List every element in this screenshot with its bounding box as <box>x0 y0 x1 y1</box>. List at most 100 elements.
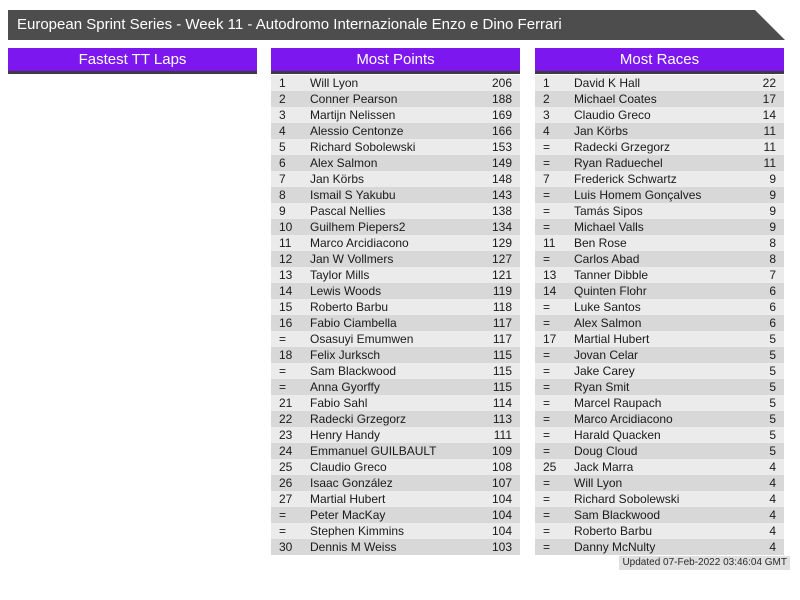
rank-cell: = <box>543 300 551 314</box>
driver-name-cell: Danny McNulty <box>574 540 656 554</box>
rank-cell: 21 <box>279 396 293 410</box>
rank-cell: 26 <box>279 476 293 490</box>
table-row: 2 Michael Coates 17 <box>535 91 784 107</box>
table-row: = Jovan Celar 5 <box>535 347 784 363</box>
driver-name-cell: Radecki Grzegorz <box>574 140 671 154</box>
table-row: 13 Tanner Dibble 7 <box>535 267 784 283</box>
rank-cell: 5 <box>279 140 286 154</box>
value-cell: 148 <box>491 172 512 186</box>
rank-cell: 14 <box>543 284 557 298</box>
driver-name-cell: Marcel Raupach <box>574 396 662 410</box>
driver-name-cell: Peter MacKay <box>310 508 386 522</box>
rank-cell: = <box>543 156 551 170</box>
table-row: 26 Isaac González 107 <box>271 475 520 491</box>
table-row: = Ryan Smit 5 <box>535 379 784 395</box>
table-row: 24 Emmanuel GUILBAULT 109 <box>271 443 520 459</box>
value-cell: 4 <box>769 508 776 522</box>
rank-cell: 1 <box>543 76 550 90</box>
driver-name-cell: Ryan Smit <box>574 380 630 394</box>
driver-name-cell: Tanner Dibble <box>574 268 649 282</box>
value-cell: 4 <box>769 524 776 538</box>
rank-cell: 14 <box>279 284 293 298</box>
table-row: 5 Richard Sobolewski 153 <box>271 139 520 155</box>
driver-name-cell: Luis Homem Gonçalves <box>574 188 702 202</box>
last-updated-timestamp: Updated 07-Feb-2022 03:46:04 GMT <box>619 556 790 570</box>
table-row: 16 Fabio Ciambella 117 <box>271 315 520 331</box>
value-cell: 104 <box>491 492 512 506</box>
most-points-table: 1 Will Lyon 206 2 Conner Pearson 188 3 Martijn … <box>271 75 520 555</box>
value-cell: 129 <box>491 236 512 250</box>
value-cell: 6 <box>769 300 776 314</box>
driver-name-cell: Martial Hubert <box>310 492 386 506</box>
table-row: 14 Quinten Flohr 6 <box>535 283 784 299</box>
table-row: = Roberto Barbu 4 <box>535 523 784 539</box>
rank-cell: = <box>543 428 551 442</box>
driver-name-cell: Alex Salmon <box>310 156 378 170</box>
table-row: 9 Pascal Nellies 138 <box>271 203 520 219</box>
table-row: = Anna Gyorffy 115 <box>271 379 520 395</box>
table-row: = Harald Quacken 5 <box>535 427 784 443</box>
value-cell: 4 <box>769 540 776 554</box>
table-row: = Will Lyon 4 <box>535 475 784 491</box>
value-cell: 5 <box>769 348 776 362</box>
rank-cell: 2 <box>543 92 550 106</box>
table-row: = Michael Valls 9 <box>535 219 784 235</box>
table-row: = Luis Homem Gonçalves 9 <box>535 187 784 203</box>
table-row: = Luke Santos 6 <box>535 299 784 315</box>
table-row: 14 Lewis Woods 119 <box>271 283 520 299</box>
rank-cell: = <box>543 476 551 490</box>
rank-cell: 11 <box>279 236 292 250</box>
driver-name-cell: Osasuyi Emumwen <box>310 332 414 346</box>
rank-cell: 10 <box>279 220 293 234</box>
driver-name-cell: Michael Coates <box>574 92 657 106</box>
value-cell: 8 <box>769 236 776 250</box>
table-row: 22 Radecki Grzegorz 113 <box>271 411 520 427</box>
value-cell: 111 <box>493 428 512 442</box>
driver-name-cell: Claudio Greco <box>574 108 651 122</box>
driver-name-cell: Jovan Celar <box>574 348 639 362</box>
table-row: 8 Ismail S Yakubu 143 <box>271 187 520 203</box>
driver-name-cell: Michael Valls <box>574 220 644 234</box>
value-cell: 107 <box>491 476 512 490</box>
rank-cell: 4 <box>279 124 286 138</box>
table-row: 3 Claudio Greco 14 <box>535 107 784 123</box>
driver-name-cell: Fabio Sahl <box>310 396 368 410</box>
driver-name-cell: Radecki Grzegorz <box>310 412 407 426</box>
driver-name-cell: Roberto Barbu <box>310 300 389 314</box>
panel-title-fastest-tt-laps: Fastest TT Laps <box>8 48 257 74</box>
rank-cell: 22 <box>279 412 293 426</box>
rank-cell: 8 <box>279 188 286 202</box>
rank-cell: 9 <box>279 204 286 218</box>
rank-cell: 13 <box>279 268 293 282</box>
driver-name-cell: Doug Cloud <box>574 444 638 458</box>
rank-cell: 25 <box>543 460 557 474</box>
rank-cell: 2 <box>279 92 286 106</box>
table-row: 7 Jan Körbs 148 <box>271 171 520 187</box>
rank-cell: = <box>543 364 551 378</box>
driver-name-cell: Roberto Barbu <box>574 524 653 538</box>
driver-name-cell: Richard Sobolewski <box>574 492 680 506</box>
driver-name-cell: Jan Körbs <box>310 172 365 186</box>
table-row: 21 Fabio Sahl 114 <box>271 395 520 411</box>
panel-title-most-points: Most Points <box>271 48 520 74</box>
driver-name-cell: Sam Blackwood <box>574 508 661 522</box>
table-row: = Marco Arcidiacono 5 <box>535 411 784 427</box>
panel-fastest-tt-laps: Fastest TT Laps <box>8 48 257 75</box>
value-cell: 6 <box>769 284 776 298</box>
value-cell: 109 <box>491 444 512 458</box>
table-row: 17 Martial Hubert 5 <box>535 331 784 347</box>
driver-name-cell: Taylor Mills <box>310 268 370 282</box>
rank-cell: 4 <box>543 124 550 138</box>
rank-cell: 23 <box>279 428 293 442</box>
value-cell: 118 <box>492 300 512 314</box>
value-cell: 138 <box>491 204 512 218</box>
table-row: 18 Felix Jurksch 115 <box>271 347 520 363</box>
table-row: = Marcel Raupach 5 <box>535 395 784 411</box>
value-cell: 188 <box>491 92 512 106</box>
table-row: 27 Martial Hubert 104 <box>271 491 520 507</box>
driver-name-cell: Luke Santos <box>574 300 641 314</box>
rank-cell: 1 <box>279 76 286 90</box>
table-row: = Ryan Raduechel 11 <box>535 155 784 171</box>
rank-cell: = <box>543 396 551 410</box>
rank-cell: = <box>543 204 551 218</box>
